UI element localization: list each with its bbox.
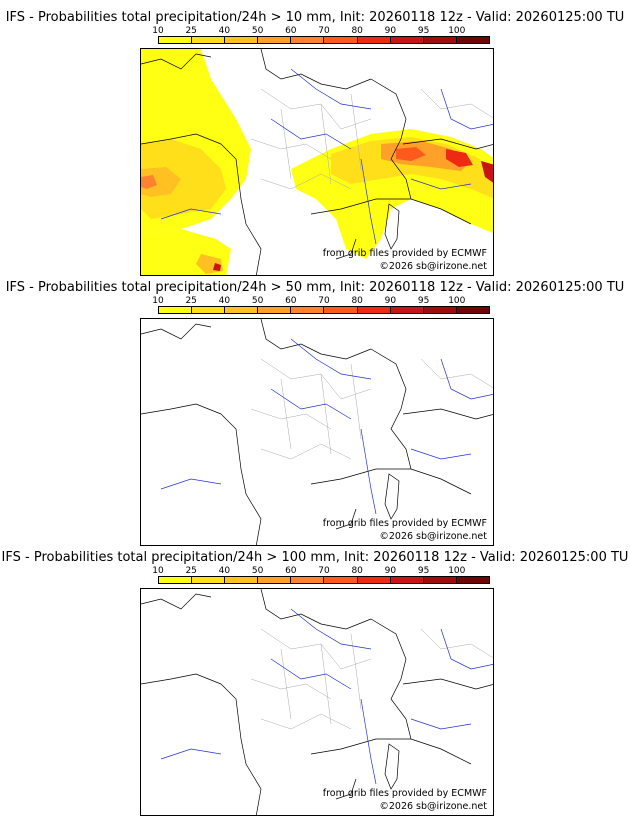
admin-borders bbox=[250, 628, 493, 730]
colorbar-tick-label: 100 bbox=[448, 26, 466, 36]
colorbar-tick-label: 70 bbox=[318, 26, 330, 36]
colorbar-tick-label: 90 bbox=[384, 26, 397, 36]
colorbar-tick-label: 10 bbox=[152, 296, 164, 306]
country-borders bbox=[141, 49, 493, 275]
probability-map: from grib files provided by ECMWF ©2026 … bbox=[140, 318, 494, 546]
colorbar-ticks: 10 25 40 50 60 70 80 90 95 100 bbox=[152, 566, 490, 576]
colorbar-segment bbox=[192, 577, 226, 583]
colorbar-tick-label: 70 bbox=[318, 566, 330, 576]
colorbar-ticks: 10 25 40 50 60 70 80 90 95 100 bbox=[152, 26, 490, 36]
colorbar-segment bbox=[192, 37, 226, 43]
panel-title: IFS - Probabilities total precipitation/… bbox=[5, 10, 625, 25]
colorbar-segment bbox=[225, 307, 259, 313]
colorbar-tick-label: 10 bbox=[152, 566, 164, 576]
precip-shading bbox=[141, 49, 493, 275]
country-borders bbox=[141, 319, 493, 545]
probability-map: from grib files provided by ECMWF ©2026 … bbox=[140, 48, 494, 276]
colorbar-tick-label: 95 bbox=[417, 296, 430, 306]
rivers bbox=[160, 68, 493, 245]
colorbar-segment bbox=[159, 577, 193, 583]
colorbar-segment bbox=[423, 307, 457, 313]
colorbar-tick-label: 50 bbox=[251, 296, 264, 306]
colorbar-segment bbox=[357, 37, 391, 43]
copyright-credit: ©2026 sb@irizone.net bbox=[379, 531, 487, 542]
colorbar-ticks: 10 25 40 50 60 70 80 90 95 100 bbox=[152, 296, 490, 306]
colorbar-tick-label: 95 bbox=[417, 566, 430, 576]
colorbar-segment bbox=[291, 37, 325, 43]
colorbar-segment bbox=[291, 577, 325, 583]
colorbar-segment bbox=[258, 37, 292, 43]
colorbar-segment bbox=[456, 37, 489, 43]
colorbar-tick-label: 50 bbox=[251, 26, 264, 36]
colorbar-segment bbox=[357, 307, 391, 313]
colorbar-segment bbox=[291, 307, 325, 313]
colorbar-segment bbox=[390, 37, 424, 43]
country-borders bbox=[141, 589, 493, 815]
panel-title: IFS - Probabilities total precipitation/… bbox=[5, 280, 625, 295]
colorbar-segment bbox=[159, 307, 193, 313]
colorbar-segment bbox=[324, 307, 358, 313]
colorbar-segment bbox=[258, 307, 292, 313]
source-credit: from grib files provided by ECMWF bbox=[322, 518, 487, 529]
source-credit: from grib files provided by ECMWF bbox=[322, 788, 487, 799]
probability-map: from grib files provided by ECMWF ©2026 … bbox=[140, 588, 494, 816]
colorbar-segment bbox=[423, 577, 457, 583]
map-canvas bbox=[141, 319, 493, 545]
colorbar-bar bbox=[158, 576, 490, 584]
colorbar-tick-label: 80 bbox=[351, 296, 363, 306]
colorbar-tick-label: 50 bbox=[251, 566, 264, 576]
colorbar-tick-label: 70 bbox=[318, 296, 330, 306]
colorbar-segment bbox=[390, 577, 424, 583]
colorbar-tick-label: 95 bbox=[417, 26, 430, 36]
colorbar-tick-label: 25 bbox=[185, 26, 197, 36]
colorbar-tick-label: 90 bbox=[384, 566, 397, 576]
admin-borders bbox=[250, 358, 493, 460]
map-canvas bbox=[141, 589, 493, 815]
colorbar-tick-label: 100 bbox=[448, 566, 466, 576]
colorbar-tick-label: 80 bbox=[351, 566, 363, 576]
colorbar-tick-label: 60 bbox=[285, 26, 297, 36]
colorbar-tick-label: 25 bbox=[185, 566, 197, 576]
colorbar-segment bbox=[456, 577, 489, 583]
map-panel-50mm: IFS - Probabilities total precipitation/… bbox=[0, 270, 630, 546]
colorbar: 10 25 40 50 60 70 80 90 95 100 bbox=[152, 26, 490, 46]
map-panel-100mm: IFS - Probabilities total precipitation/… bbox=[0, 540, 630, 816]
colorbar-segment bbox=[324, 577, 358, 583]
colorbar-segment bbox=[225, 577, 259, 583]
colorbar-tick-label: 25 bbox=[185, 296, 197, 306]
colorbar-segment bbox=[159, 37, 193, 43]
colorbar-tick-label: 10 bbox=[152, 26, 164, 36]
admin-borders bbox=[250, 88, 493, 190]
colorbar-segment bbox=[357, 577, 391, 583]
rivers bbox=[160, 338, 493, 515]
colorbar: 10 25 40 50 60 70 80 90 95 100 bbox=[152, 296, 490, 316]
colorbar-tick-label: 40 bbox=[218, 296, 231, 306]
map-panel-10mm: IFS - Probabilities total precipitation/… bbox=[0, 0, 630, 276]
copyright-credit: ©2026 sb@irizone.net bbox=[379, 801, 487, 812]
colorbar: 10 25 40 50 60 70 80 90 95 100 bbox=[152, 566, 490, 586]
colorbar-tick-label: 100 bbox=[448, 296, 466, 306]
rivers bbox=[160, 608, 493, 785]
colorbar-segment bbox=[192, 307, 226, 313]
colorbar-tick-label: 90 bbox=[384, 296, 397, 306]
colorbar-bar bbox=[158, 306, 490, 314]
colorbar-segment bbox=[390, 307, 424, 313]
copyright-credit: ©2026 sb@irizone.net bbox=[379, 261, 487, 272]
colorbar-segment bbox=[456, 307, 489, 313]
panel-title: IFS - Probabilities total precipitation/… bbox=[1, 550, 629, 565]
colorbar-tick-label: 60 bbox=[285, 566, 297, 576]
colorbar-tick-label: 40 bbox=[218, 566, 231, 576]
colorbar-segment bbox=[258, 577, 292, 583]
colorbar-bar bbox=[158, 36, 490, 44]
source-credit: from grib files provided by ECMWF bbox=[322, 248, 487, 259]
colorbar-tick-label: 40 bbox=[218, 26, 231, 36]
colorbar-segment bbox=[324, 37, 358, 43]
colorbar-segment bbox=[423, 37, 457, 43]
map-canvas bbox=[141, 49, 493, 275]
colorbar-tick-label: 80 bbox=[351, 26, 363, 36]
colorbar-segment bbox=[225, 37, 259, 43]
colorbar-tick-label: 60 bbox=[285, 296, 297, 306]
